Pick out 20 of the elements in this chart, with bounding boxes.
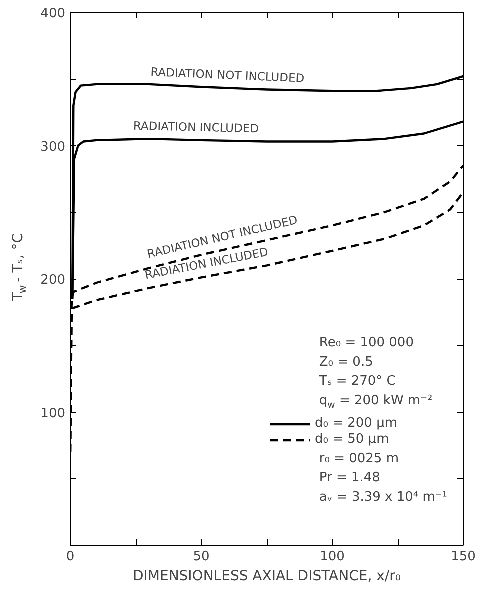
annotation: Z₀ = 0.5 xyxy=(319,354,374,370)
annotation: Tₛ = 270° C xyxy=(318,374,396,390)
annotation: r₀ = 0025 m xyxy=(319,451,399,466)
annotation: RADIATION NOT INCLUDED xyxy=(150,64,306,86)
x-tick-label: 100 xyxy=(320,550,345,564)
x-tick-label: 50 xyxy=(193,550,210,564)
y-tick-label: 300 xyxy=(40,140,66,155)
annotation: aᵥ = 3.39 x 10⁴ m⁻¹ xyxy=(319,490,448,506)
x-tick-label: 0 xyxy=(66,550,75,564)
annotation: Pr = 1.48 xyxy=(319,470,380,486)
legend-label: d₀ = 200 μm xyxy=(315,416,398,431)
annotation: Re₀ = 100 000 xyxy=(319,335,414,350)
y-axis-title: Tw - Tₛ, °C xyxy=(10,233,29,302)
y-tick-label: 100 xyxy=(40,406,66,422)
legend-label: d₀ = 50 μm xyxy=(315,432,390,447)
x-axis-title: DIMENSIONLESS AXIAL DISTANCE, x/r₀ xyxy=(132,568,402,584)
y-tick-label: 400 xyxy=(40,6,66,22)
annotation: RADIATION INCLUDED xyxy=(133,118,260,136)
y-tick-label: 200 xyxy=(40,273,66,288)
x-tick-label: 150 xyxy=(451,550,476,564)
